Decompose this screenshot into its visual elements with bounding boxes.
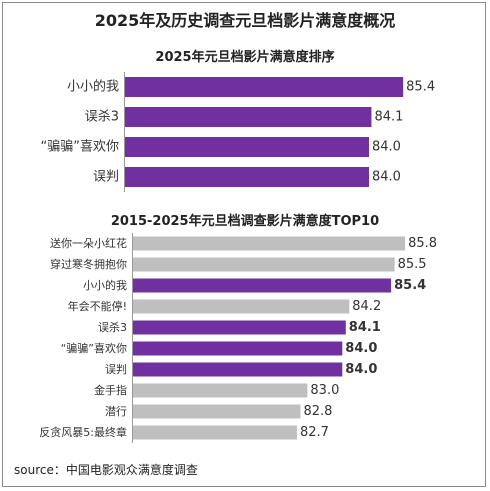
- chart2-value-label: 84.1: [349, 320, 381, 335]
- chart2-category-label: 穿过寒冬拥抱你: [50, 257, 127, 271]
- page-title: 2025年及历史调查元旦档影片满意度概况: [94, 11, 396, 30]
- chart-frame: [2, 2, 486, 487]
- chart2-category-label: 误杀3: [98, 320, 127, 334]
- chart2-bar: [133, 362, 343, 377]
- chart2-category-label: 年会不能停!: [68, 299, 127, 313]
- chart2-category-label: 反贪风暴5:最终章: [39, 425, 127, 439]
- chart1-title: 2025年元旦档影片满意度排序: [155, 50, 335, 65]
- chart2-category-label: “骗骗”喜欢你: [61, 341, 127, 355]
- chart2-bar: [133, 383, 308, 398]
- chart2-category-label: 潜行: [105, 404, 127, 418]
- chart2-category-label: 误判: [105, 363, 127, 376]
- chart2-bar: [133, 341, 343, 356]
- chart2-title: 2015-2025年元旦档调查影片满意度TOP10: [110, 214, 380, 229]
- chart1-category-label: 误判: [93, 170, 119, 185]
- chart1-category-label: 误杀3: [85, 110, 119, 125]
- chart2-value-label: 84.0: [345, 362, 377, 377]
- chart2-bar: [133, 320, 346, 335]
- chart1-bar: [125, 137, 369, 157]
- chart1-bar: [125, 107, 372, 127]
- chart1-bar: [125, 167, 369, 187]
- chart2-value-label: 84.2: [352, 299, 381, 314]
- chart2-value-label: 82.7: [300, 425, 329, 440]
- chart1-value-label: 84.0: [372, 170, 401, 185]
- chart2-value-label: 84.0: [345, 341, 377, 356]
- chart2-bar: [133, 278, 392, 293]
- chart1-category-label: 小小的我: [67, 79, 119, 95]
- chart1-value-label: 84.0: [372, 140, 401, 155]
- chart1-value-label: 84.1: [374, 110, 403, 125]
- chart2-value-label: 85.4: [394, 278, 426, 293]
- chart2-bar: [133, 257, 395, 272]
- chart2-value-label: 82.8: [303, 404, 332, 419]
- chart1-bar: [125, 77, 404, 97]
- chart2-category-label: 小小的我: [83, 278, 127, 292]
- chart2-value-label: 85.5: [398, 257, 427, 272]
- chart2-category-label: 金手指: [94, 383, 127, 397]
- chart2-bar: [133, 425, 297, 440]
- chart2-bar: [133, 299, 350, 314]
- source-note: source：中国电影观众满意度调查: [14, 463, 198, 477]
- chart2-category-label: 送你一朵小红花: [50, 236, 127, 250]
- chart1-value-label: 85.4: [406, 80, 435, 95]
- chart1-category-label: “骗骗”喜欢你: [41, 140, 119, 155]
- chart2-value-label: 85.8: [408, 236, 437, 251]
- chart2-bar: [133, 404, 301, 419]
- chart2-bar: [133, 236, 406, 251]
- chart2-value-label: 83.0: [310, 383, 339, 398]
